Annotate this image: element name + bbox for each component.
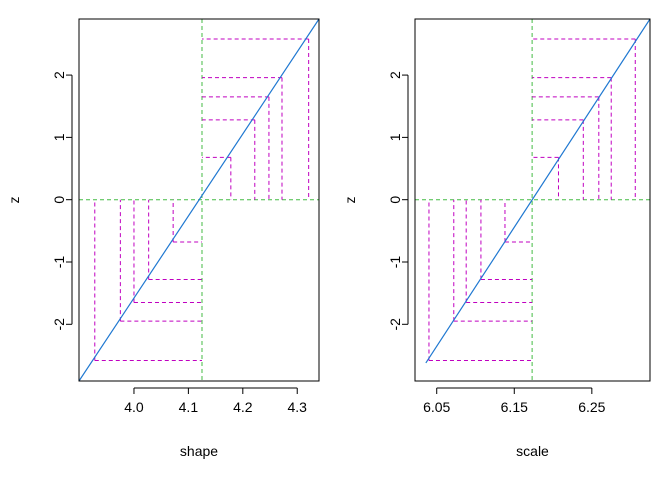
chart-panel-shape: 4.0 4.1 4.2 4.3 shape -2 -1 0 1 2 z xyxy=(6,18,320,459)
y-tick-label-0: -2 xyxy=(51,318,67,331)
y-axis-label: z xyxy=(342,197,358,204)
y-tick-label-0: -2 xyxy=(387,318,403,331)
x-tick-label-0: 4.0 xyxy=(124,399,144,415)
x-tick-label-0: 6.05 xyxy=(423,399,450,415)
y-tick-label-4: 2 xyxy=(51,71,67,79)
x-tick-label-2: 4.2 xyxy=(233,399,253,415)
x-tick-label-3: 4.3 xyxy=(287,399,307,415)
profile-line xyxy=(79,19,319,381)
y-tick-label-3: 1 xyxy=(51,133,67,141)
y-tick-label-2: 0 xyxy=(51,196,67,204)
plot-frame xyxy=(78,18,320,382)
y-tick-label-3: 1 xyxy=(387,133,403,141)
y-axis-label: z xyxy=(6,197,22,204)
plot-area xyxy=(79,19,319,381)
x-tick-label-1: 6.15 xyxy=(501,399,528,415)
plot-area xyxy=(415,19,650,381)
profile-line xyxy=(425,19,650,364)
x-axis-label: shape xyxy=(180,443,218,459)
y-tick-label-1: -1 xyxy=(387,256,403,269)
y-tick-label-1: -1 xyxy=(51,256,67,269)
chart-panel-scale: 6.05 6.15 6.25 scale -2 -1 0 1 2 z xyxy=(342,18,651,459)
y-tick-label-4: 2 xyxy=(387,71,403,79)
x-tick-label-2: 6.25 xyxy=(578,399,605,415)
y-tick-label-2: 0 xyxy=(387,196,403,204)
x-axis-label: scale xyxy=(516,443,549,459)
plot-frame xyxy=(414,18,651,382)
x-tick-label-1: 4.1 xyxy=(179,399,199,415)
